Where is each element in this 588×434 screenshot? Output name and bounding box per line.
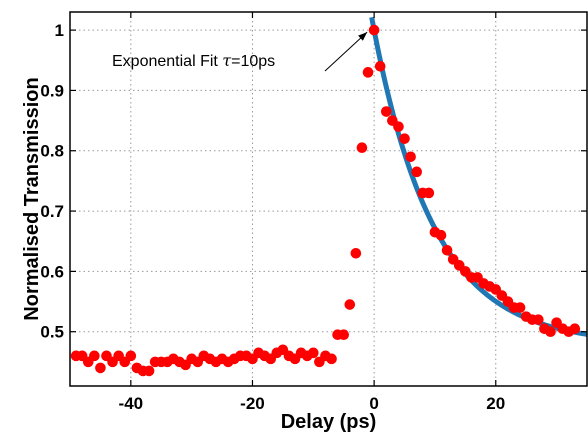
x-tick-label: -20 bbox=[240, 394, 265, 413]
data-point bbox=[514, 302, 526, 313]
axis-ticks bbox=[70, 12, 587, 386]
annotation-tau-symbol: τ bbox=[222, 51, 232, 70]
data-point bbox=[344, 299, 356, 310]
y-tick-label: 0.6 bbox=[40, 262, 64, 281]
y-tick-labels: 0.5 0.6 0.7 0.8 0.9 1 bbox=[40, 21, 64, 342]
y-tick-label: 0.7 bbox=[40, 202, 64, 221]
data-point bbox=[411, 166, 422, 178]
y-tick-label: 0.5 bbox=[40, 323, 64, 342]
data-point bbox=[368, 24, 380, 36]
x-tick-label: 20 bbox=[486, 394, 505, 413]
data-point bbox=[338, 329, 350, 341]
data-point bbox=[95, 362, 106, 374]
data-point bbox=[374, 60, 386, 72]
x-tick-labels: -40 -20 0 20 bbox=[119, 394, 506, 413]
data-point bbox=[533, 314, 544, 325]
data-point bbox=[356, 142, 368, 154]
x-tick-label: 0 bbox=[369, 394, 378, 413]
data-point bbox=[143, 365, 155, 377]
x-axis-title: Delay (ps) bbox=[281, 411, 377, 433]
annotation-suffix: =10ps bbox=[231, 53, 275, 70]
annotation-label: Exponential Fit τ=10ps bbox=[112, 51, 275, 70]
data-point bbox=[545, 326, 556, 338]
data-point bbox=[362, 67, 374, 78]
fit-curve bbox=[369, 16, 588, 337]
x-tick-label: -40 bbox=[119, 394, 144, 413]
data-point bbox=[399, 133, 410, 144]
data-point bbox=[326, 353, 337, 365]
plot-frame bbox=[69, 11, 588, 387]
data-point bbox=[350, 247, 362, 259]
data-points bbox=[70, 24, 581, 377]
data-point bbox=[393, 121, 404, 132]
y-tick-label: 0.8 bbox=[40, 142, 64, 161]
data-point bbox=[435, 229, 447, 241]
data-point bbox=[405, 151, 416, 163]
data-point bbox=[441, 244, 453, 256]
y-tick-label: 1 bbox=[55, 21, 64, 40]
fit-series bbox=[369, 16, 588, 337]
y-tick-label: 0.9 bbox=[40, 81, 64, 100]
data-point bbox=[380, 106, 392, 117]
annotation-prefix: Exponential Fit bbox=[112, 53, 222, 70]
data-point bbox=[89, 350, 100, 362]
fit-annotation: Exponential Fit τ=10ps bbox=[112, 31, 368, 72]
data-point bbox=[423, 187, 435, 199]
annotation-arrowhead bbox=[358, 32, 368, 41]
data-point bbox=[307, 347, 319, 359]
annotation-arrow bbox=[324, 31, 368, 72]
data-point bbox=[125, 350, 137, 362]
grid bbox=[70, 12, 587, 386]
data-point bbox=[569, 323, 581, 334]
y-axis-title: Normalised Transmission bbox=[21, 77, 43, 320]
